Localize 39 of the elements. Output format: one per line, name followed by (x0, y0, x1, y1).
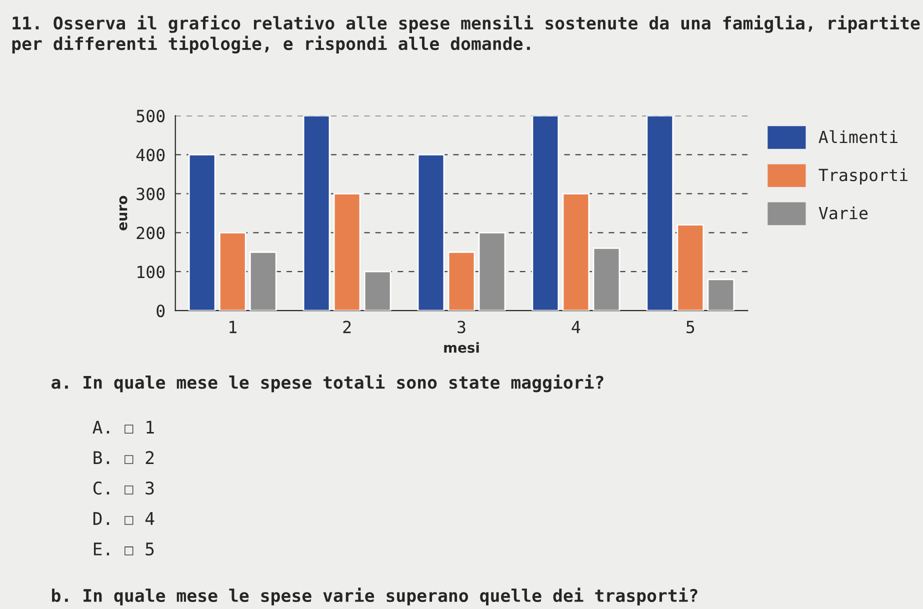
text: a. In quale mese le spese totali sono state maggiori? (52, 374, 604, 392)
bar (478, 232, 506, 311)
bar (417, 154, 445, 311)
bar (532, 116, 560, 311)
legend-label: Varie (818, 206, 868, 220)
bar (249, 251, 277, 311)
x-tick-label: 3 (458, 320, 466, 334)
y-tick-label: 100 (138, 266, 165, 278)
text: A. ☐ 1 (92, 420, 154, 434)
bar (333, 192, 361, 311)
x-tick-label: 5 (686, 320, 694, 334)
text: C. ☐ 3 (93, 482, 154, 495)
bar (218, 232, 246, 311)
y-tick-label: 500 (136, 110, 165, 122)
legend-label: Trasporti (818, 168, 908, 185)
text: b. In quale mese le spese varie superano quelle dei trasporti? (52, 588, 698, 606)
bar (562, 192, 590, 311)
y-axis-title: euro (119, 196, 128, 230)
y-tick-label: 300 (136, 188, 165, 200)
y-tick-label: 400 (136, 148, 165, 162)
bar (592, 248, 620, 311)
bar (707, 278, 735, 311)
bar (646, 116, 674, 311)
x-tick-label: 4 (572, 320, 580, 334)
text: D. ☐ 4 (93, 512, 154, 525)
text: E. ☐ 5 (94, 542, 154, 556)
x-tick-label: 2 (343, 320, 351, 334)
bar (676, 224, 704, 311)
x-tick-label: 1 (230, 320, 236, 334)
legend-label: Alimenti (818, 130, 898, 144)
y-tick-label: 0 (156, 304, 165, 318)
text: B. ☐ 2 (94, 451, 154, 464)
bar (188, 154, 216, 311)
y-tick-label: 200 (136, 226, 165, 240)
chart-title: 11. Osserva il grafico relativo alle spese mensili sostenute da una famiglia, ripartite per differenti tipologie, e rispondi alle domande. (12, 15, 920, 54)
bar (364, 270, 392, 311)
x-axis-title: mesi (444, 342, 479, 353)
bar (448, 251, 476, 311)
bar (302, 116, 330, 311)
